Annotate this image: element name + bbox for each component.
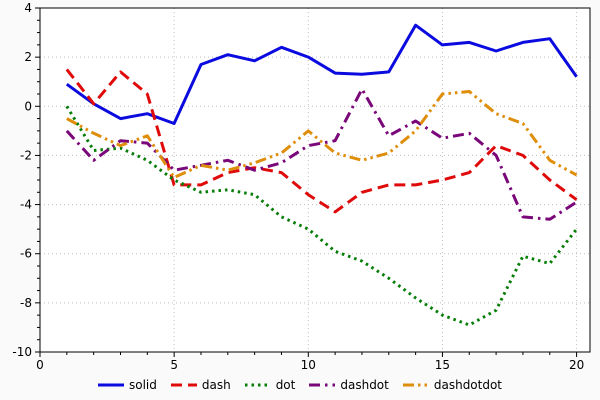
legend-item-dash: dash <box>170 378 231 392</box>
legend-line-sample-dashdot <box>309 383 336 387</box>
legend-label-dashdot: dashdot <box>340 378 389 392</box>
legend-label-dot: dot <box>275 378 296 392</box>
x-tick-label: 5 <box>170 358 178 372</box>
series-line-dot <box>65 105 578 327</box>
y-tick-label: 0 <box>24 99 32 113</box>
y-tick-label: -4 <box>20 198 32 212</box>
legend-line-sample-dashdotdot <box>402 383 429 387</box>
x-tick-label: 0 <box>36 358 44 372</box>
chart-legend: solid dash dot dashdot dashdotdot <box>0 372 600 398</box>
legend-item-dashdot: dashdot <box>309 379 389 391</box>
series-line-dashdotdot <box>66 90 578 179</box>
x-tick-label: 20 <box>569 358 584 372</box>
y-tick-label: -2 <box>20 148 32 162</box>
y-tick-label: -6 <box>20 247 32 261</box>
y-tick-label: -8 <box>20 296 32 310</box>
legend-line-sample-dash <box>170 383 197 387</box>
x-tick-label: 10 <box>301 358 316 372</box>
legend-label-solid: solid <box>128 378 157 392</box>
series-line-dash <box>65 68 578 214</box>
chart-canvas: 0 5 10 15 20 -10 -8 -6 -4 -2 0 2 4 <box>12 1 591 372</box>
legend-label-dash: dash <box>201 378 231 392</box>
legend-line-sample-solid <box>97 383 124 387</box>
y-tick-label: 2 <box>24 50 32 64</box>
series-line-solid <box>65 23 578 125</box>
y-tick-label: -10 <box>12 345 32 359</box>
x-tick-label: 15 <box>435 358 450 372</box>
legend-item-dot: dot <box>244 378 296 392</box>
y-tick-label: 4 <box>24 1 32 15</box>
legend-item-solid: solid <box>97 378 157 392</box>
legend-line-sample-dot <box>244 383 271 387</box>
legend-item-dashdotdot: dashdotdot <box>402 378 503 392</box>
legend-label-dashdotdot: dashdotdot <box>433 378 503 392</box>
plot-area <box>40 8 590 352</box>
